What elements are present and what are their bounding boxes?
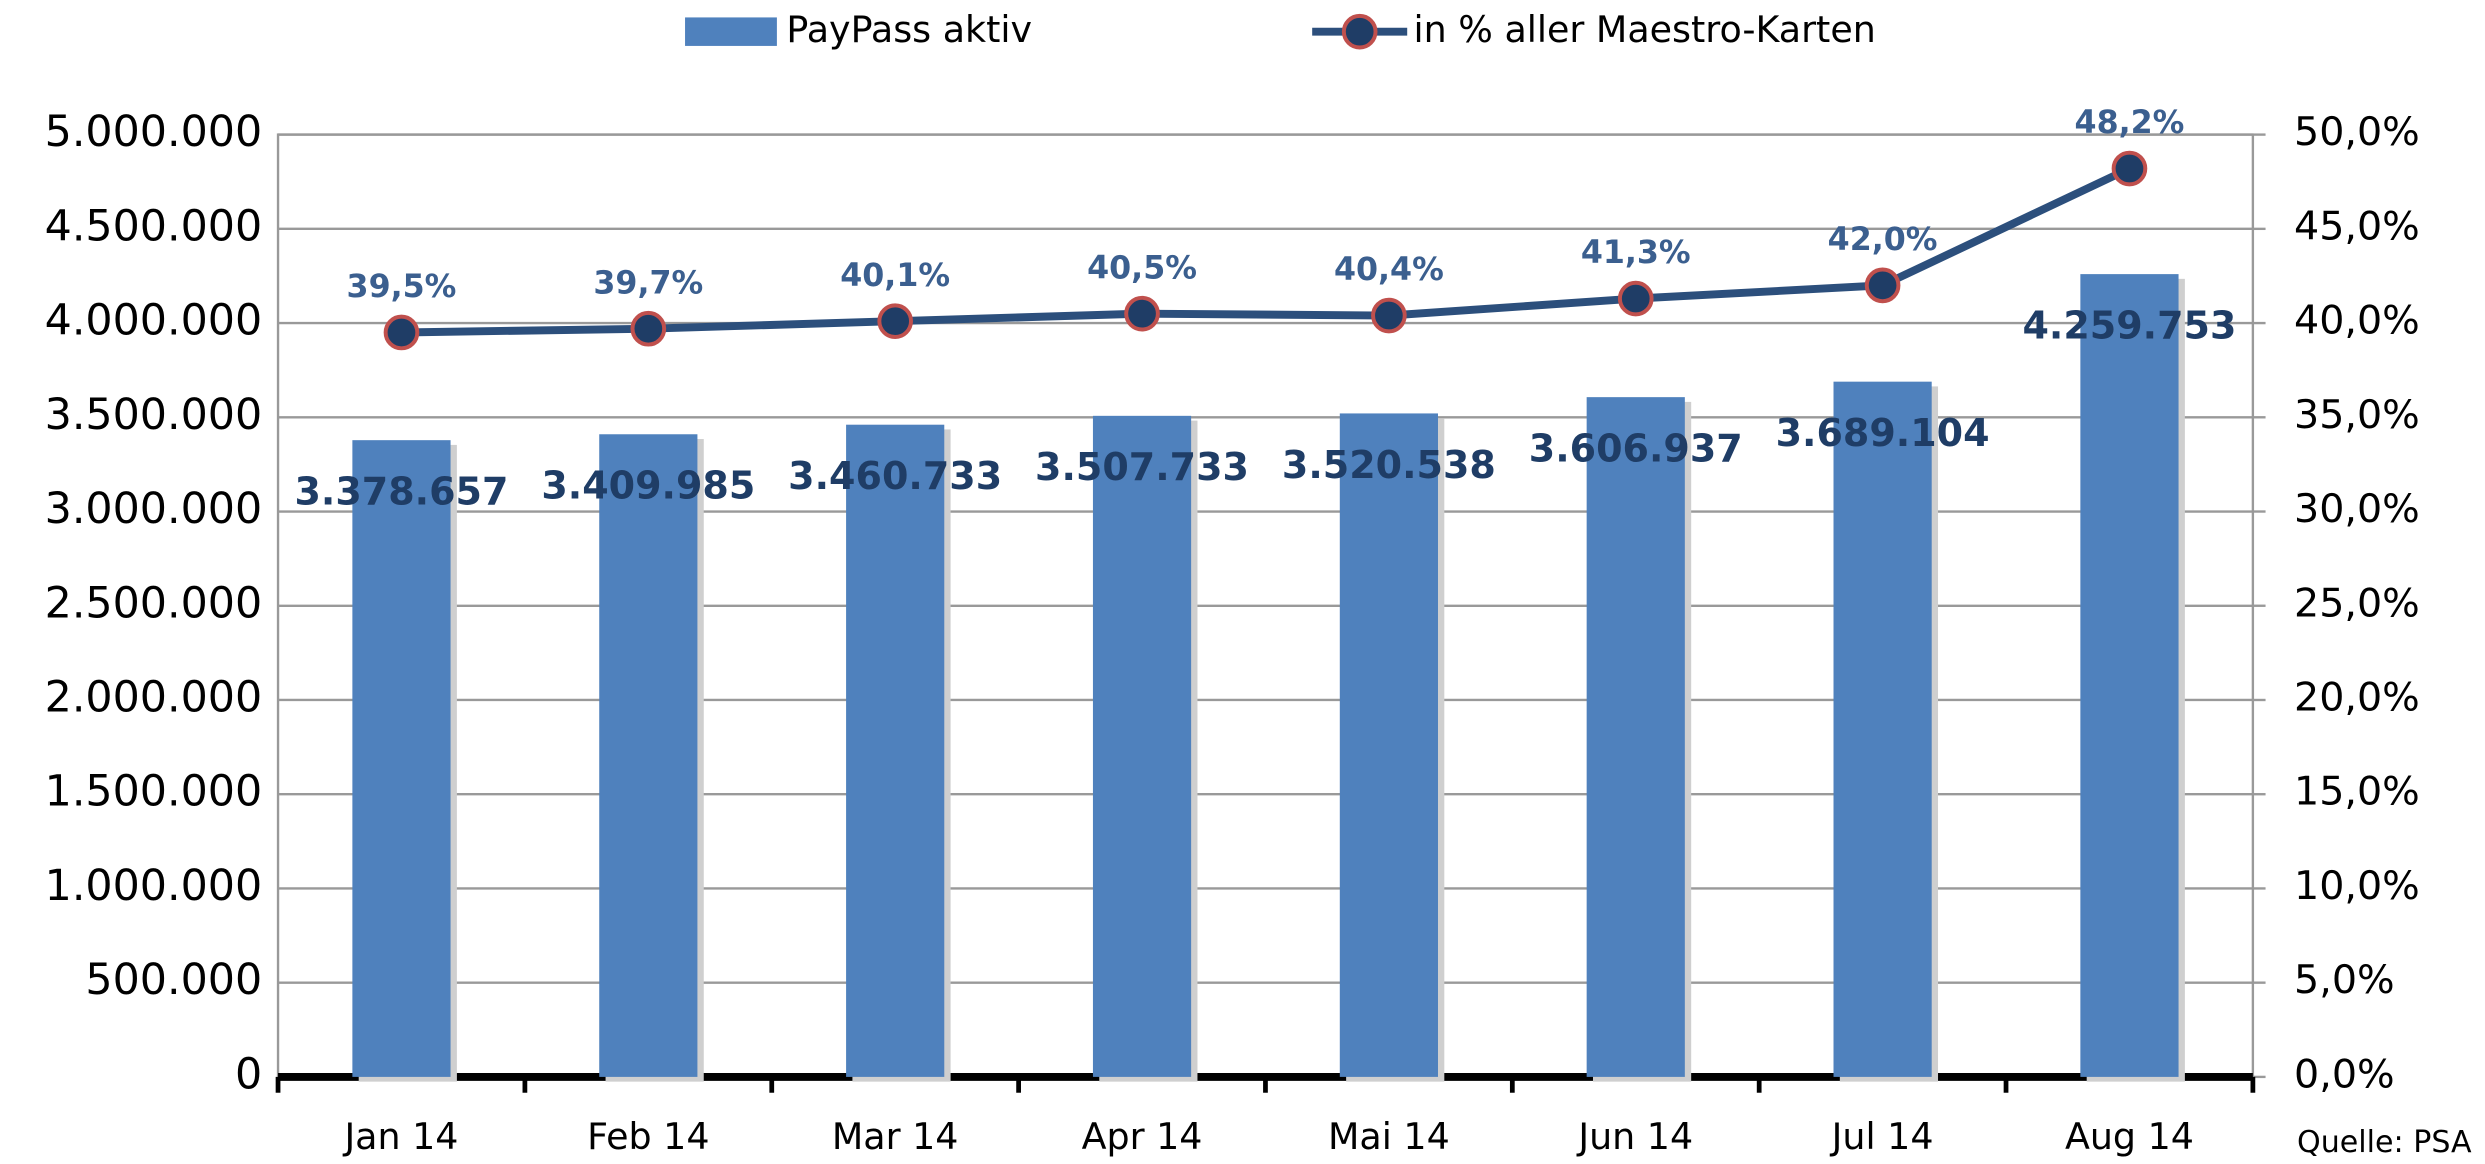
y2-tick-label: 50,0% <box>2294 109 2420 155</box>
line <box>401 164 2132 337</box>
line-marker <box>877 303 913 340</box>
line-value-label: 39,7% <box>593 265 703 301</box>
legend-label: in % aller Maestro-Karten <box>1414 8 1876 51</box>
line-marker <box>1617 280 1654 317</box>
x-tick-label: Jul 14 <box>1830 1115 1934 1158</box>
y-tick-label: 500.000 <box>85 955 262 1005</box>
bar-value-label: 3.460.733 <box>788 454 1002 498</box>
x-tick-label: Aug 14 <box>2065 1115 2194 1158</box>
line-value-label: 48,2% <box>2075 105 2185 141</box>
y-tick-label: 2.500.000 <box>45 578 263 628</box>
x-tick-label: Mar 14 <box>832 1115 959 1158</box>
bar <box>1092 415 1192 1077</box>
line-value-label: 40,4% <box>1334 252 1444 288</box>
bar <box>1586 397 1685 1077</box>
bar-value-label: 3.689.104 <box>1776 411 1990 455</box>
y2-tick-label: 35,0% <box>2294 392 2420 438</box>
bar <box>2080 274 2179 1077</box>
y-tick-label: 3.000.000 <box>45 484 263 534</box>
line-marker <box>1371 297 1407 334</box>
line-marker <box>630 310 667 347</box>
bar <box>1339 413 1438 1077</box>
line-value-label: 39,5% <box>347 269 457 305</box>
bar <box>846 424 945 1077</box>
x-tick-label: Jun 14 <box>1576 1115 1693 1158</box>
y2-tick-label: 20,0% <box>2294 674 2420 720</box>
source-note: Quelle: PSA <box>2297 1125 2472 1160</box>
legend-swatch <box>685 17 777 46</box>
bar <box>352 440 451 1077</box>
y2-tick-label: 10,0% <box>2294 863 2420 909</box>
legend-marker <box>1341 13 1378 50</box>
y-tick-label: 5.000.000 <box>45 107 263 157</box>
line-marker <box>383 314 420 351</box>
y2-tick-label: 30,0% <box>2294 486 2420 532</box>
line-value-label: 42,0% <box>1828 222 1938 258</box>
line-marker <box>2111 150 2148 187</box>
y-tick-label: 4.500.000 <box>45 201 263 251</box>
x-tick-label: Mai 14 <box>1328 1115 1450 1158</box>
y-tick-label: 1.000.000 <box>45 861 263 911</box>
y2-tick-label: 15,0% <box>2294 769 2420 815</box>
y2-tick-label: 45,0% <box>2294 203 2420 249</box>
line-value-label: 40,1% <box>840 258 950 294</box>
x-tick-label: Apr 14 <box>1082 1115 1203 1158</box>
bar-value-label: 3.520.538 <box>1282 443 1496 487</box>
y-tick-label: 4.000.000 <box>45 296 263 346</box>
y-tick-label: 0 <box>235 1049 262 1099</box>
line-marker <box>1124 295 1160 332</box>
y-tick-label: 3.500.000 <box>45 390 263 440</box>
bar-value-label: 3.507.733 <box>1035 445 1249 489</box>
bar <box>1833 381 1932 1077</box>
y-tick-label: 1.500.000 <box>45 767 263 817</box>
y2-tick-label: 40,0% <box>2294 298 2420 344</box>
bar-value-label: 3.606.937 <box>1529 426 1743 470</box>
bar-value-label: 3.378.657 <box>294 470 508 514</box>
y2-tick-label: 5,0% <box>2294 957 2395 1003</box>
y-tick-label: 2.000.000 <box>45 672 263 722</box>
x-tick-label: Jan 14 <box>342 1115 458 1158</box>
bar-value-label: 4.259.753 <box>2022 303 2236 347</box>
y2-tick-label: 0,0% <box>2294 1051 2395 1097</box>
line-marker <box>1864 267 1901 304</box>
line-value-label: 41,3% <box>1581 235 1691 271</box>
x-tick-label: Feb 14 <box>587 1115 709 1158</box>
bar <box>599 434 698 1077</box>
legend-label: PayPass aktiv <box>786 8 1032 51</box>
bar-value-label: 3.409.985 <box>541 464 755 508</box>
line-value-label: 40,5% <box>1087 250 1197 286</box>
y2-tick-label: 25,0% <box>2294 580 2420 626</box>
